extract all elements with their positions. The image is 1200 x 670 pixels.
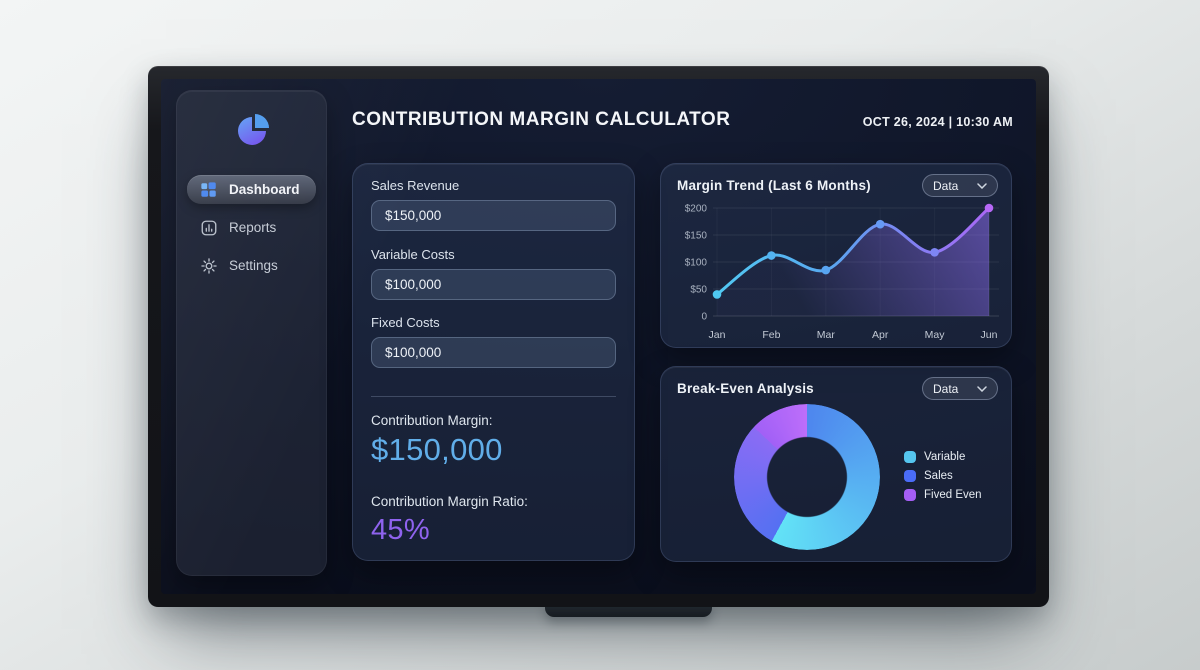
sidebar-item-dashboard[interactable]: Dashboard xyxy=(187,175,316,204)
break-even-panel: Break-Even Analysis Data Variable Sales xyxy=(660,366,1012,562)
legend-item-fived-even: Fived Even xyxy=(904,489,982,501)
svg-text:Mar: Mar xyxy=(817,329,836,341)
sidebar-item-label: Dashboard xyxy=(229,182,300,197)
results-divider xyxy=(371,396,616,397)
chevron-down-icon xyxy=(977,182,987,189)
break-even-legend: Variable Sales Fived Even xyxy=(904,451,982,501)
settings-gear-icon xyxy=(199,256,218,275)
datetime-display: OCT 26, 2024 | 10:30 AM xyxy=(862,115,1013,129)
margin-trend-title: Margin Trend (Last 6 Months) xyxy=(677,178,871,193)
svg-text:Feb: Feb xyxy=(762,329,780,341)
sidebar-nav: Dashboard Reports xyxy=(187,175,316,280)
sidebar-item-label: Reports xyxy=(229,220,277,235)
contribution-margin-ratio-value: 45% xyxy=(371,514,430,546)
contribution-margin-value: $150,000 xyxy=(371,432,503,467)
break-even-title: Break-Even Analysis xyxy=(677,381,814,396)
sidebar-item-reports[interactable]: Reports xyxy=(187,213,316,242)
legend-swatch xyxy=(904,451,916,463)
svg-text:$100: $100 xyxy=(685,258,708,269)
sidebar: Dashboard Reports xyxy=(176,90,327,576)
sidebar-item-label: Settings xyxy=(229,258,278,273)
legend-swatch xyxy=(904,489,916,501)
tv-frame: Dashboard Reports xyxy=(148,66,1049,607)
trend-data-dropdown[interactable]: Data xyxy=(922,174,998,197)
chevron-down-icon xyxy=(977,385,987,392)
reports-bar-chart-icon xyxy=(199,218,218,237)
calculator-panel: Sales Revenue Variable Costs Fixed Costs… xyxy=(352,163,635,561)
variable-costs-label: Variable Costs xyxy=(371,247,455,262)
svg-text:0: 0 xyxy=(701,312,707,323)
legend-item-variable: Variable xyxy=(904,451,982,463)
margin-trend-panel: Margin Trend (Last 6 Months) Data $200 $1… xyxy=(660,163,1012,348)
legend-item-sales: Sales xyxy=(904,470,982,482)
break-even-data-dropdown[interactable]: Data xyxy=(922,377,998,400)
sales-revenue-label: Sales Revenue xyxy=(371,178,460,193)
break-even-donut-chart xyxy=(734,404,880,550)
svg-text:$150: $150 xyxy=(685,231,708,242)
fixed-costs-label: Fixed Costs xyxy=(371,315,440,330)
contribution-margin-label: Contribution Margin: xyxy=(371,413,493,428)
svg-text:May: May xyxy=(925,329,946,341)
svg-text:$50: $50 xyxy=(690,285,707,296)
app-logo-pie-icon xyxy=(232,111,272,151)
contribution-margin-ratio-label: Contribution Margin Ratio: xyxy=(371,494,528,509)
sidebar-item-settings[interactable]: Settings xyxy=(187,251,316,280)
dashboard-screen: Dashboard Reports xyxy=(161,79,1036,594)
svg-text:Jan: Jan xyxy=(709,329,726,341)
svg-text:$200: $200 xyxy=(685,204,708,215)
page-title: CONTRIBUTION MARGIN CALCULATOR xyxy=(352,109,731,130)
variable-costs-input[interactable] xyxy=(371,269,616,300)
fixed-costs-input[interactable] xyxy=(371,337,616,368)
svg-text:Jun: Jun xyxy=(981,329,998,341)
dashboard-grid-icon xyxy=(199,180,218,199)
legend-swatch xyxy=(904,470,916,482)
svg-text:Apr: Apr xyxy=(872,329,889,341)
sales-revenue-input[interactable] xyxy=(371,200,616,231)
